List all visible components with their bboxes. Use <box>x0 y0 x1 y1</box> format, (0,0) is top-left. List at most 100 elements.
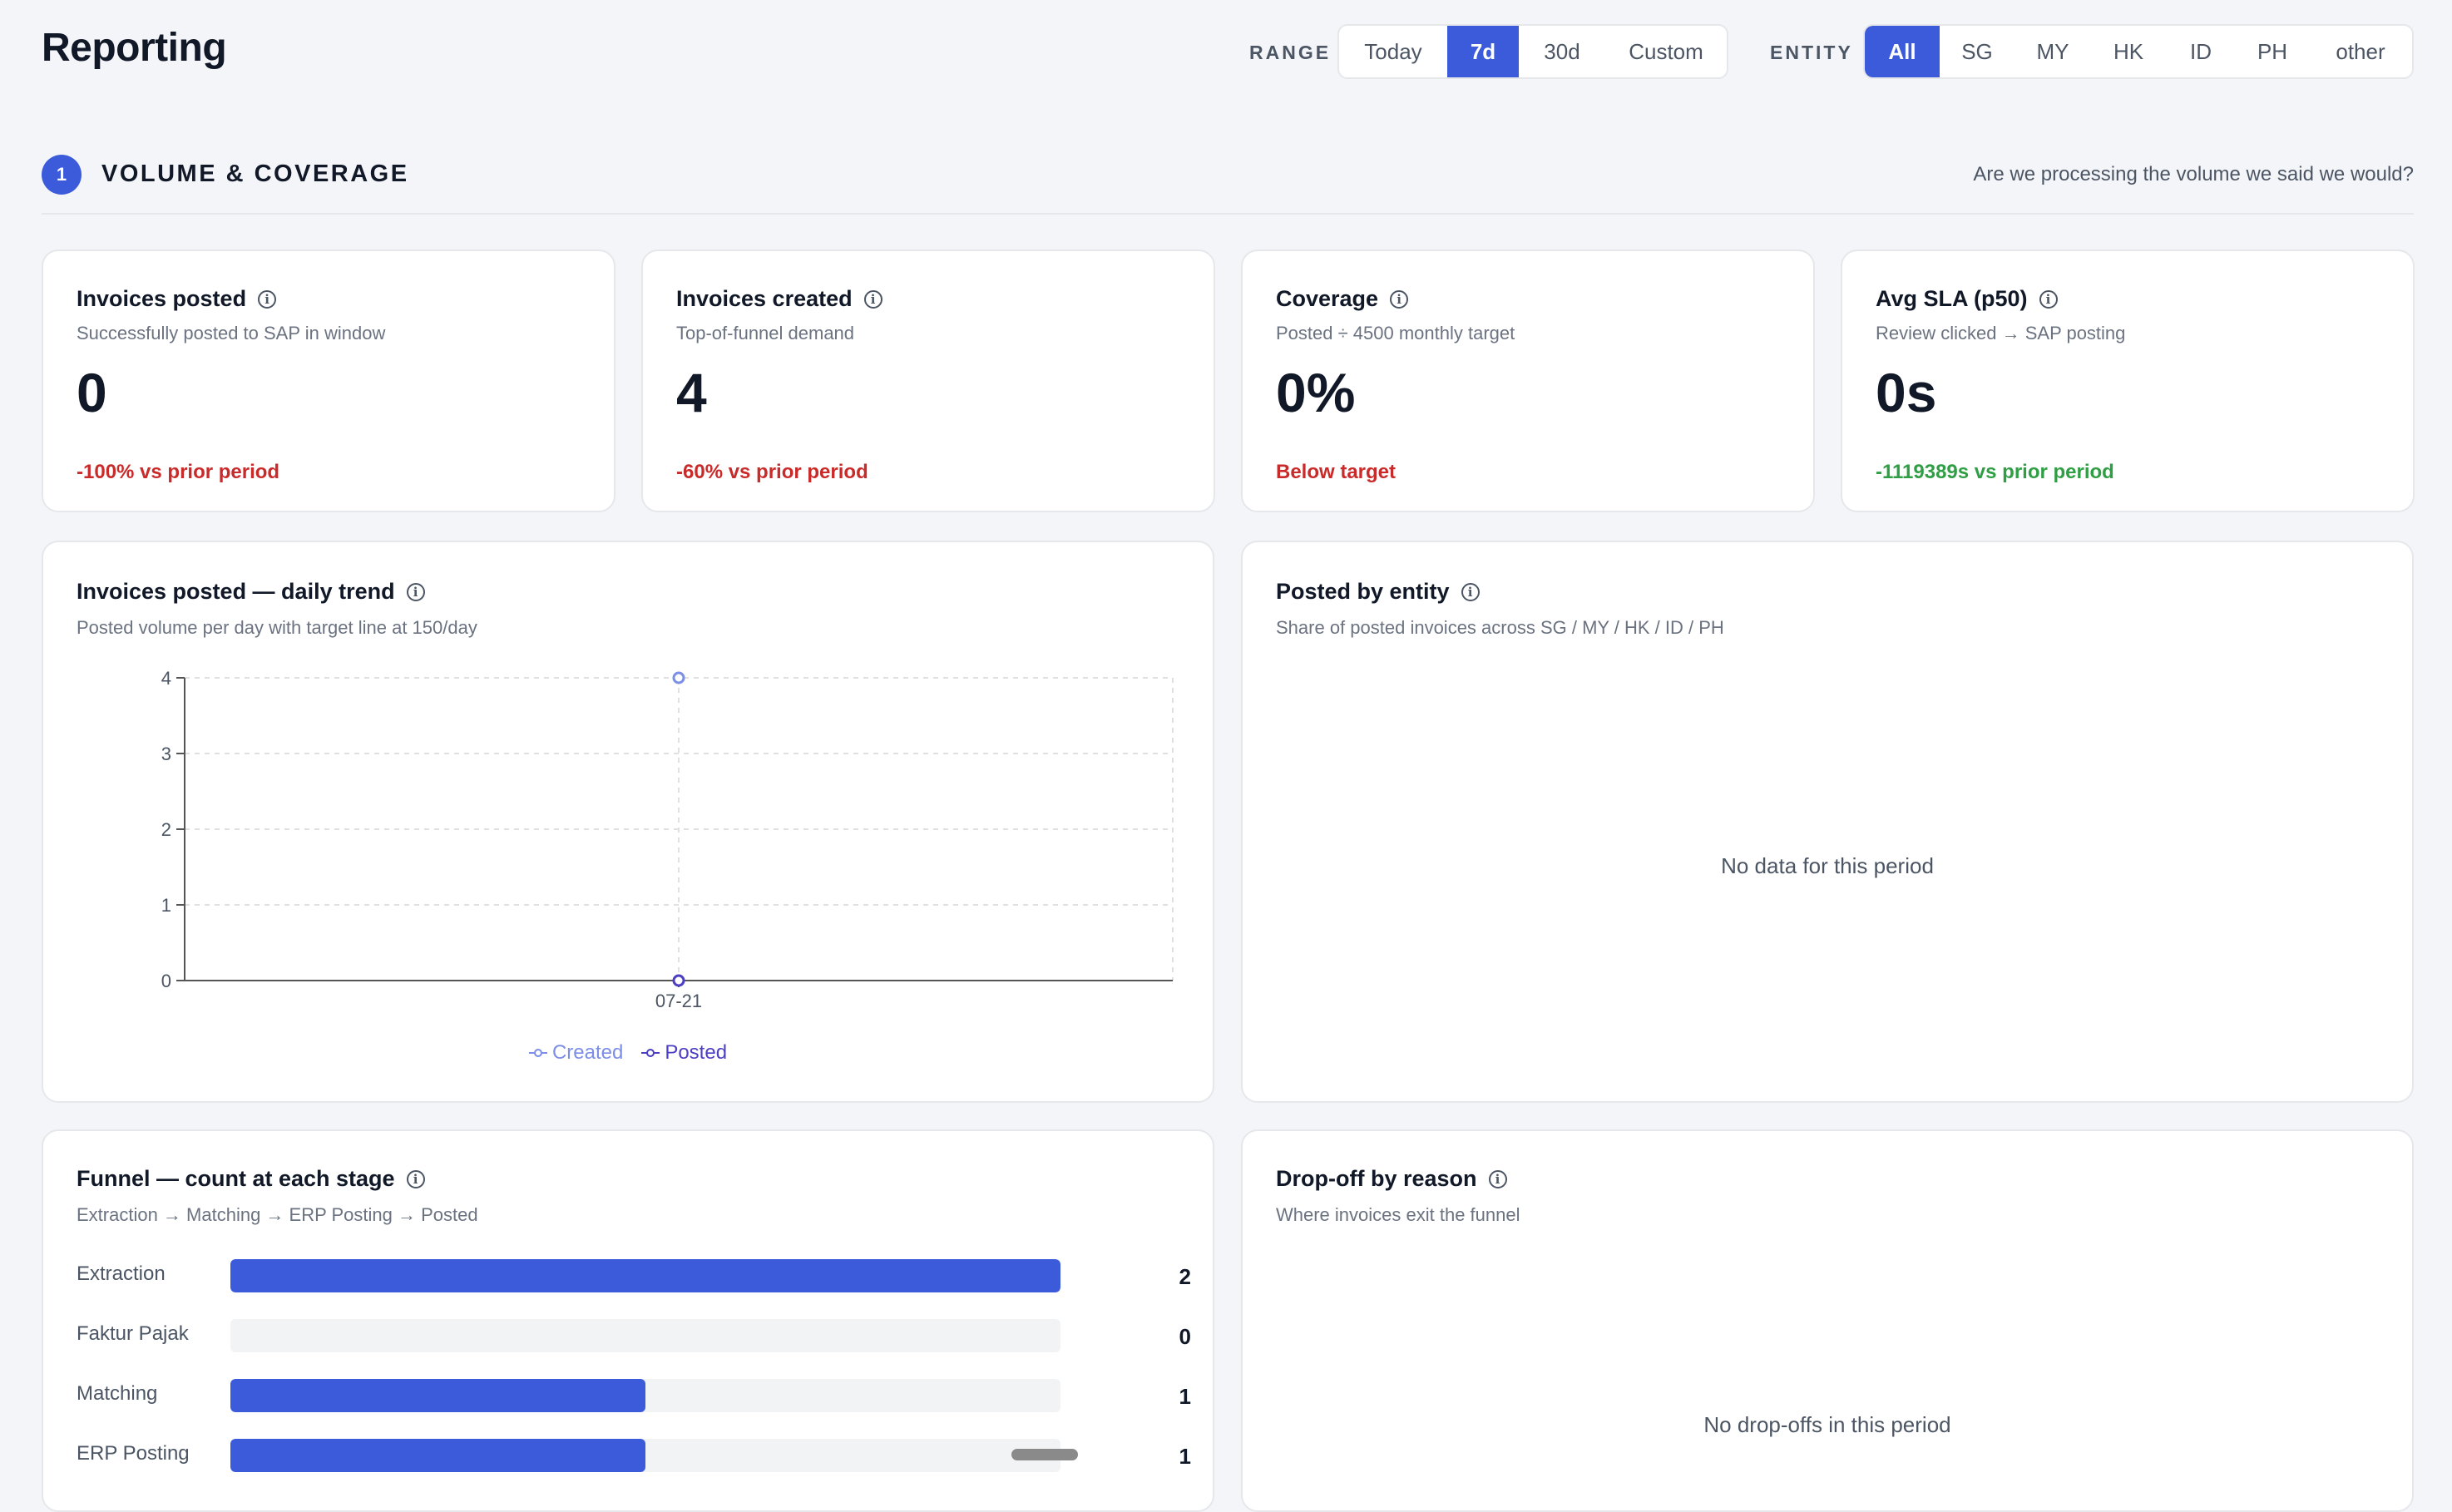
entity-option-my[interactable]: MY <box>2036 38 2069 64</box>
trend-title-row: Invoices posted — daily trend i <box>77 579 425 605</box>
kpi-value: 4 <box>676 362 707 423</box>
legend-label: Created <box>551 1041 624 1064</box>
kpi-delta: -60% vs prior period <box>676 461 868 483</box>
daily-trend-card: Invoices posted — daily trend i Posted v… <box>42 541 1214 1103</box>
entity-option-hk[interactable]: HK <box>2113 38 2144 64</box>
range-option-30d[interactable]: 30d <box>1544 38 1580 64</box>
range-label: RANGE <box>1249 42 1332 63</box>
funnel-stage-count: 0 <box>1179 1324 1191 1349</box>
dropoff-title: Drop-off by reason <box>1276 1166 1477 1191</box>
legend-line-marker-icon <box>528 1049 547 1057</box>
entity-subtitle: Share of posted invoices across SG / MY … <box>1276 617 1724 638</box>
funnel-bar-fill <box>230 1259 1060 1292</box>
y-tick-label: 3 <box>161 744 171 764</box>
funnel-stage-count: 2 <box>1179 1264 1191 1289</box>
kpi-title-row: Invoices created i <box>676 286 882 312</box>
entity-option-sg[interactable]: SG <box>1961 38 1993 64</box>
info-circle-icon[interactable]: i <box>406 582 425 601</box>
kpi-title: Invoices created <box>676 286 853 311</box>
funnel-row-extraction: Extraction 2 <box>77 1259 1191 1292</box>
y-tick-label: 0 <box>161 971 171 991</box>
trend-chart: 0 1 2 3 4 07-21 <box>161 668 1174 1011</box>
funnel-card: Funnel — count at each stage i Extractio… <box>42 1129 1214 1512</box>
funnel-stage-label: ERP Posting <box>77 1442 190 1465</box>
kpi-title: Coverage <box>1276 286 1379 311</box>
kpi-subtitle: Successfully posted to SAP in window <box>77 323 386 343</box>
funnel-stage-label: Matching <box>77 1382 158 1405</box>
entity-option-other[interactable]: other <box>2336 38 2385 64</box>
trend-subtitle: Posted volume per day with target line a… <box>77 617 477 638</box>
info-circle-icon[interactable]: i <box>1488 1169 1507 1188</box>
y-tick-label: 4 <box>161 668 171 689</box>
kpi-card-invoices-created: Invoices created i Top-of-funnel demand … <box>641 250 1215 512</box>
funnel-stage-count: 1 <box>1179 1384 1191 1409</box>
legend-line-marker-icon <box>641 1049 660 1057</box>
kpi-card-coverage: Coverage i Posted ÷ 4500 monthly target … <box>1241 250 1815 512</box>
legend-item-posted[interactable]: Posted <box>641 1041 727 1065</box>
kpi-title: Avg SLA (p50) <box>1876 286 2028 311</box>
trend-title: Invoices posted — daily trend <box>77 579 395 604</box>
y-tick-label: 1 <box>161 895 171 916</box>
kpi-value: 0% <box>1276 362 1356 423</box>
funnel-row-erp-posting: ERP Posting 1 <box>77 1439 1191 1472</box>
dropoff-empty-message: No drop-offs in this period <box>1703 1412 1951 1437</box>
info-circle-icon[interactable]: i <box>2039 289 2058 309</box>
entity-empty-message: No data for this period <box>1721 853 1934 878</box>
range-option-custom[interactable]: Custom <box>1629 38 1703 64</box>
info-circle-icon[interactable]: i <box>1390 289 1409 309</box>
funnel-title: Funnel — count at each stage <box>77 1166 395 1191</box>
funnel-subtitle: Extraction → Matching → ERP Posting → Po… <box>77 1204 478 1225</box>
y-tick-label: 2 <box>161 819 171 840</box>
section-question: Are we processing the volume we said we … <box>1973 163 2414 185</box>
info-circle-icon[interactable]: i <box>863 289 882 309</box>
kpi-title-row: Coverage i <box>1276 286 1409 312</box>
legend-item-created[interactable]: Created <box>528 1041 624 1065</box>
kpi-card-invoices-posted: Invoices posted i Successfully posted to… <box>42 250 615 512</box>
posted-by-entity-card: Posted by entity i Share of posted invoi… <box>1241 541 2414 1103</box>
funnel-stage-label: Faktur Pajak <box>77 1322 189 1345</box>
funnel-row-faktur-pajak: Faktur Pajak 0 <box>77 1319 1191 1352</box>
section-title: VOLUME & COVERAGE <box>101 161 409 187</box>
funnel-bar-track <box>230 1439 1060 1472</box>
funnel-bar-track <box>230 1319 1060 1352</box>
kpi-value: 0 <box>77 362 107 423</box>
info-circle-icon[interactable]: i <box>1461 582 1480 601</box>
data-point-created <box>672 671 685 684</box>
range-selector: Today 7d 30d Custom <box>1337 24 1728 79</box>
entity-option-all[interactable]: All <box>1865 26 1940 77</box>
info-circle-icon[interactable]: i <box>406 1169 425 1188</box>
section-divider <box>42 213 2414 215</box>
dropoff-subtitle: Where invoices exit the funnel <box>1276 1204 1520 1225</box>
kpi-card-avg-sla: Avg SLA (p50) i Review clicked → SAP pos… <box>1841 250 2415 512</box>
entity-title: Posted by entity <box>1276 579 1450 604</box>
kpi-delta: -100% vs prior period <box>77 461 280 483</box>
kpi-title-row: Invoices posted i <box>77 286 277 312</box>
funnel-bar-fill <box>230 1439 645 1472</box>
kpi-delta: -1119389s vs prior period <box>1876 461 2114 483</box>
funnel-bar-track <box>230 1379 1060 1412</box>
funnel-stage-label: Extraction <box>77 1262 166 1285</box>
dropoff-title-row: Drop-off by reason i <box>1276 1166 1507 1192</box>
chart-legend: Created Posted <box>43 1041 1213 1065</box>
kpi-title-row: Avg SLA (p50) i <box>1876 286 2058 312</box>
dropoff-card: Drop-off by reason i Where invoices exit… <box>1241 1129 2414 1512</box>
funnel-stage-count: 1 <box>1179 1444 1191 1469</box>
entity-title-row: Posted by entity i <box>1276 579 1480 605</box>
funnel-bar-fill <box>230 1379 645 1412</box>
kpi-value: 0s <box>1876 362 1937 423</box>
funnel-title-row: Funnel — count at each stage i <box>77 1166 425 1192</box>
legend-label: Posted <box>665 1041 728 1064</box>
entity-option-id[interactable]: ID <box>2190 38 2212 64</box>
entity-option-ph[interactable]: PH <box>2257 38 2288 64</box>
kpi-subtitle: Review clicked → SAP posting <box>1876 323 2126 343</box>
range-option-7d[interactable]: 7d <box>1447 26 1519 77</box>
funnel-bar-track <box>230 1259 1060 1292</box>
funnel-row-matching: Matching 1 <box>77 1379 1191 1412</box>
range-option-today[interactable]: Today <box>1364 38 1422 64</box>
horizontal-scrollbar-thumb[interactable] <box>1011 1449 1078 1460</box>
info-circle-icon[interactable]: i <box>258 289 277 309</box>
kpi-subtitle: Posted ÷ 4500 monthly target <box>1276 323 1515 343</box>
data-point-posted <box>672 974 685 987</box>
kpi-subtitle: Top-of-funnel demand <box>676 323 855 343</box>
page-title: Reporting <box>42 26 227 70</box>
